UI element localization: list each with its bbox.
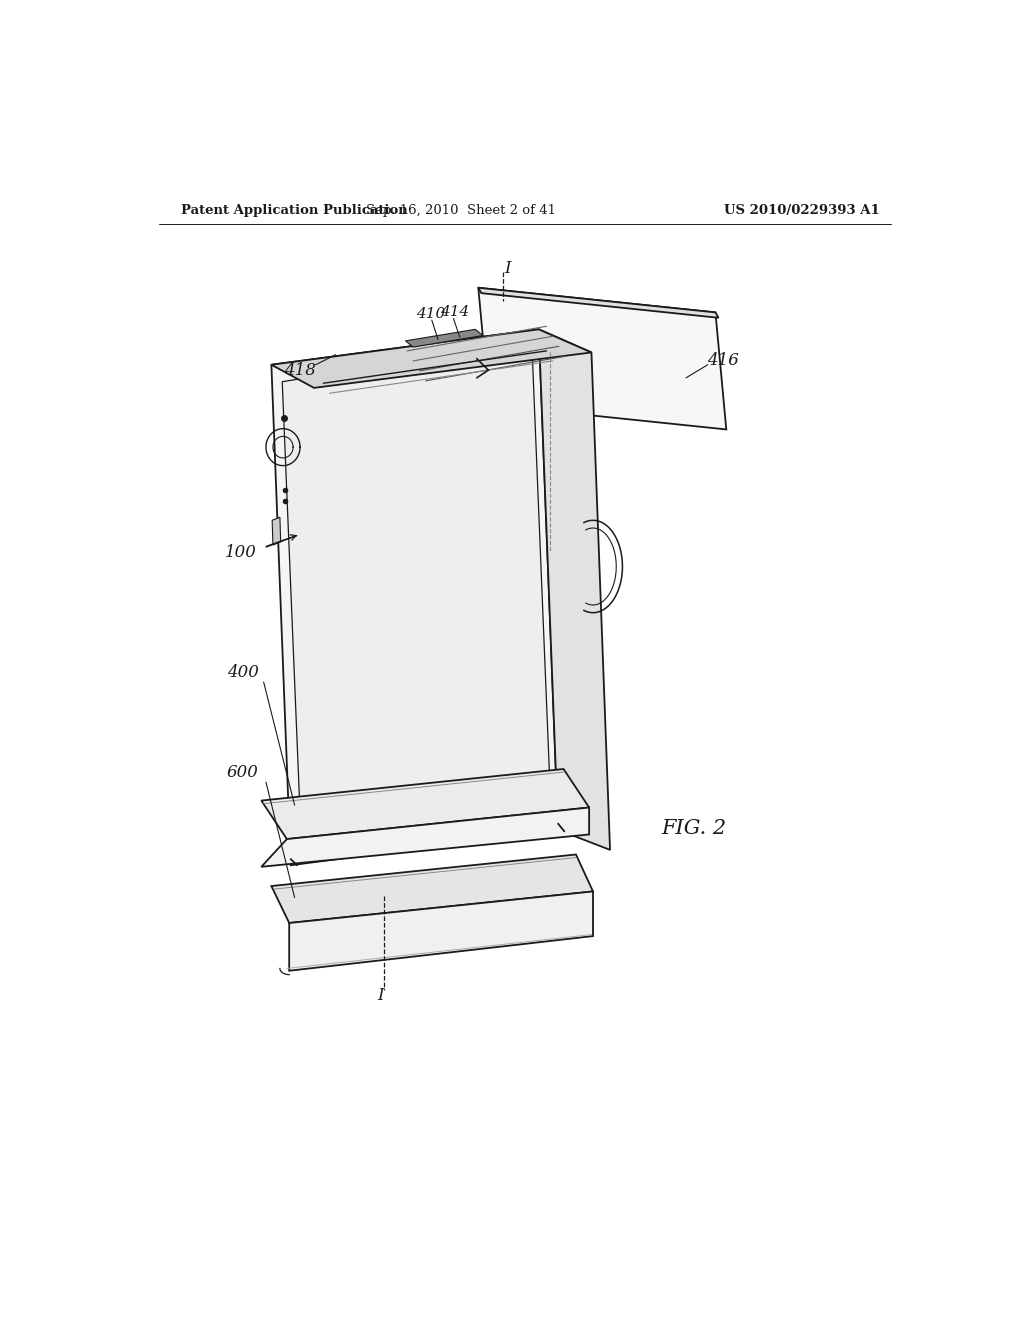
Polygon shape: [261, 770, 589, 840]
Polygon shape: [478, 288, 719, 318]
Text: I: I: [377, 987, 384, 1005]
Polygon shape: [261, 808, 589, 867]
Polygon shape: [271, 330, 558, 866]
Text: I: I: [505, 260, 511, 277]
Text: US 2010/0229393 A1: US 2010/0229393 A1: [724, 205, 880, 218]
Polygon shape: [272, 517, 281, 545]
Polygon shape: [271, 854, 593, 923]
Text: FIG. 2: FIG. 2: [662, 818, 726, 838]
Text: 600: 600: [226, 764, 259, 781]
Text: 418: 418: [284, 362, 316, 379]
Text: 400: 400: [226, 664, 259, 681]
Text: 100: 100: [224, 544, 256, 561]
Polygon shape: [289, 891, 593, 970]
Text: 414: 414: [440, 305, 470, 319]
Polygon shape: [283, 342, 551, 850]
Polygon shape: [271, 330, 592, 388]
Polygon shape: [406, 330, 483, 347]
Text: 416: 416: [708, 351, 739, 368]
Polygon shape: [539, 330, 610, 850]
Text: Sep. 16, 2010  Sheet 2 of 41: Sep. 16, 2010 Sheet 2 of 41: [367, 205, 556, 218]
Text: Patent Application Publication: Patent Application Publication: [180, 205, 408, 218]
Text: 410: 410: [416, 308, 444, 321]
Polygon shape: [478, 288, 726, 429]
